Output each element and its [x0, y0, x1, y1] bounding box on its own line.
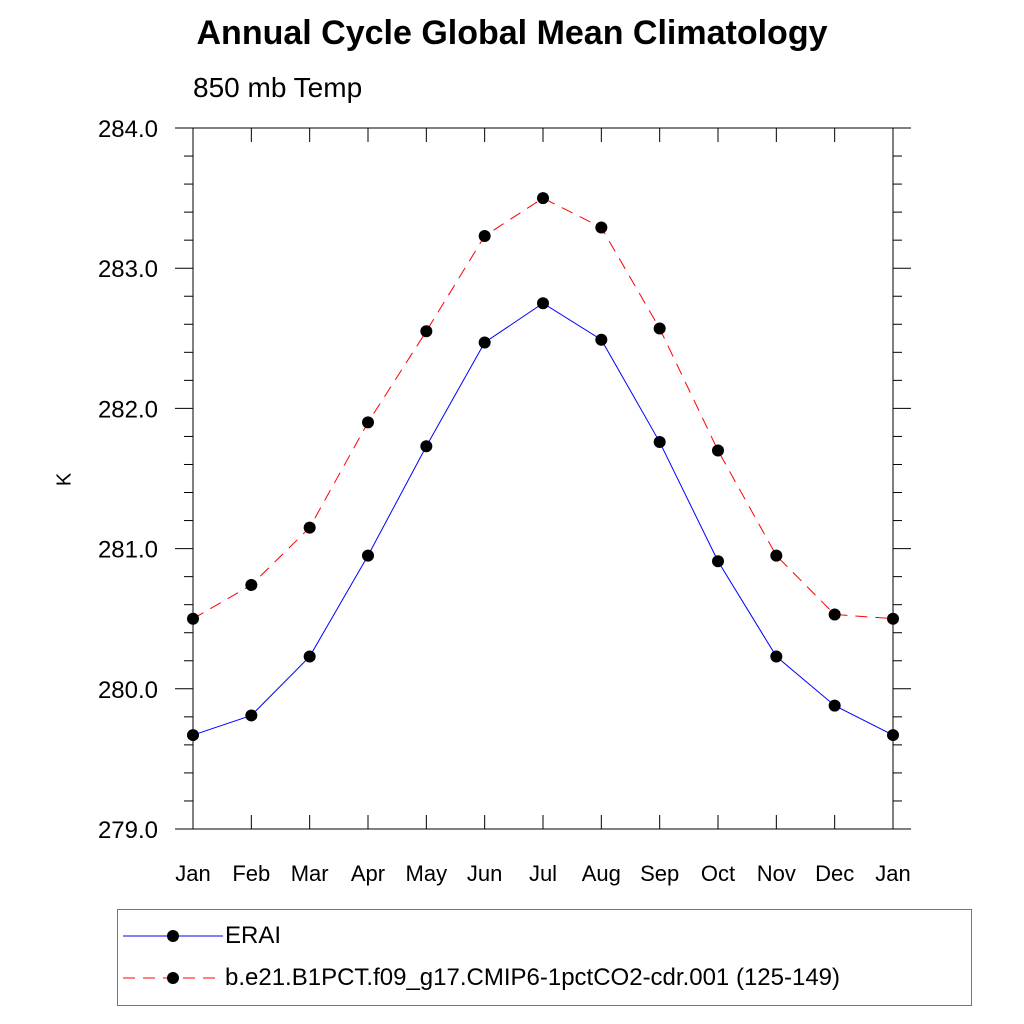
y-tick-label: 284.0	[98, 116, 158, 143]
y-tick-label: 281.0	[98, 537, 158, 564]
y-tick-label: 282.0	[98, 396, 158, 423]
legend-swatch-erai	[123, 930, 223, 942]
data-point-1-0	[187, 612, 199, 625]
legend-label-model: b.e21.B1PCT.f09_g17.CMIP6-1pctCO2-cdr.00…	[225, 964, 841, 991]
data-point-1-4	[420, 325, 433, 338]
legend: ERAI b.e21.B1PCT.f09_g17.CMIP6-1pctCO2-c…	[117, 909, 972, 1006]
data-point-1-10	[770, 549, 783, 562]
data-point-0-4	[420, 440, 433, 453]
data-point-1-5	[478, 229, 491, 242]
data-point-0-5	[478, 336, 491, 349]
data-point-0-11	[828, 699, 841, 712]
x-tick-label: Jan	[175, 861, 210, 886]
x-tick-label: Apr	[351, 861, 385, 886]
legend-item-model: b.e21.B1PCT.f09_g17.CMIP6-1pctCO2-cdr.00…	[118, 958, 971, 998]
data-point-1-3	[362, 416, 374, 429]
x-tick-label: May	[406, 861, 448, 886]
legend-swatch-model	[123, 972, 223, 984]
data-point-1-1	[245, 579, 258, 592]
x-tick-label: Mar	[291, 861, 329, 886]
data-point-1-12	[887, 612, 899, 625]
data-point-0-7	[595, 333, 608, 346]
x-tick-label: Jun	[467, 861, 502, 886]
plot-frame	[192, 127, 894, 830]
series-line-0	[192, 302, 894, 736]
x-tick-label: Sep	[640, 861, 679, 886]
y-tick-label: 280.0	[98, 677, 158, 704]
legend-label-erai: ERAI	[225, 922, 282, 949]
chart-title: Annual Cycle Global Mean Climatology	[196, 14, 828, 52]
x-tick-label: Jan	[875, 861, 910, 886]
data-point-1-7	[595, 221, 608, 234]
data-point-1-11	[828, 608, 841, 621]
x-tick-label: Dec	[815, 861, 854, 886]
data-point-0-9	[712, 555, 724, 568]
legend-item-erai: ERAI	[118, 916, 971, 956]
data-point-0-12	[887, 729, 899, 742]
x-tick-label: Feb	[232, 861, 270, 886]
data-point-1-6	[537, 192, 549, 205]
data-point-1-8	[653, 322, 666, 335]
chart-subtitle: 850 mb Temp	[193, 72, 363, 103]
data-point-0-0	[187, 729, 199, 742]
data-point-0-10	[770, 650, 783, 663]
data-point-1-9	[712, 444, 724, 457]
data-point-0-8	[653, 436, 666, 449]
x-tick-label: Aug	[582, 861, 621, 886]
x-tick-label: Oct	[701, 861, 735, 886]
data-point-0-2	[303, 650, 316, 663]
x-tick-label: Jul	[529, 861, 557, 886]
data-point-1-2	[303, 521, 316, 534]
data-point-0-3	[362, 549, 374, 562]
y-tick-label: 283.0	[98, 256, 158, 283]
data-point-0-6	[537, 297, 549, 310]
x-tick-label: Nov	[757, 861, 796, 886]
data-point-0-1	[245, 709, 258, 722]
y-tick-label: 279.0	[98, 817, 158, 844]
series-line-1	[192, 197, 894, 620]
